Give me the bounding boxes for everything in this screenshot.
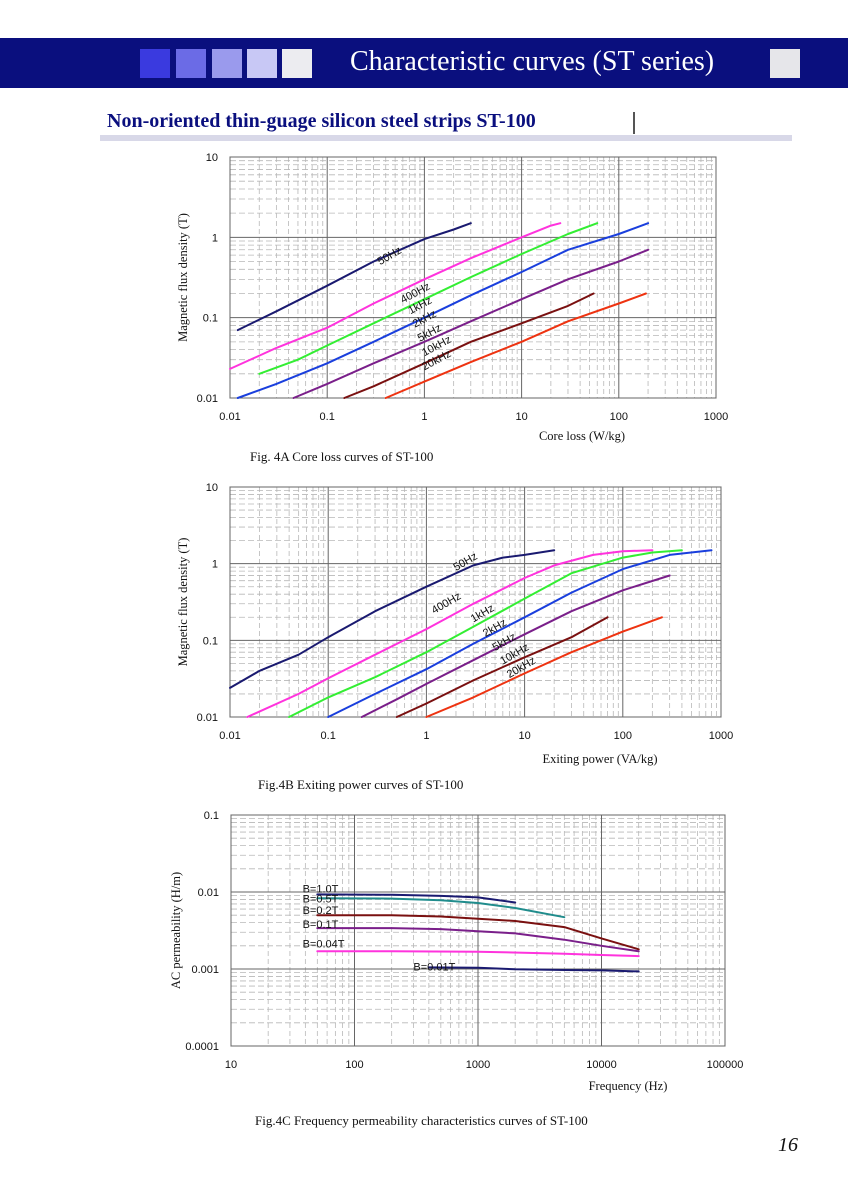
y-tick-label: 0.1	[203, 635, 218, 647]
x-tick-label: 1	[421, 411, 427, 423]
y-tick-label: 1	[212, 559, 218, 571]
series-line-5khz	[360, 574, 671, 718]
x-tick-label: 10	[518, 730, 530, 742]
major-grid	[230, 814, 726, 1047]
series-line-400hz	[246, 549, 654, 718]
x-tick-label: 100	[610, 411, 628, 423]
series-line-2khz	[327, 549, 713, 718]
y-tick-label: 0.0001	[185, 1041, 219, 1053]
series-line-2khz	[236, 222, 650, 399]
section-divider	[633, 112, 635, 134]
caption-fig-4c: Fig.4C Frequency permeability characteri…	[255, 1113, 588, 1128]
decor-square-end	[770, 49, 800, 78]
x-tick-label: 1000	[709, 730, 733, 742]
x-tick-label: 10	[225, 1059, 237, 1071]
x-axis-title: Exiting power (VA/kg)	[542, 752, 657, 766]
series-line-b-0-1t	[316, 927, 640, 953]
curve-label: B=0.2T	[303, 905, 339, 917]
caption-fig-4b: Fig.4B Exiting power curves of ST-100	[258, 777, 464, 792]
series-line-b-0-01t	[427, 966, 640, 973]
x-tick-label: 100	[614, 730, 632, 742]
decor-square-5	[282, 49, 312, 78]
series-line-b-0-5t	[316, 897, 566, 919]
minor-grid	[230, 487, 721, 717]
series-line-20khz	[425, 616, 663, 718]
section-title: Non-oriented thin-guage silicon steel st…	[107, 110, 536, 132]
series-group	[316, 893, 640, 973]
y-tick-label: 10	[206, 152, 218, 164]
header-banner: Characteristic curves (ST series)	[0, 38, 848, 88]
x-axis-title: Core loss (W/kg)	[539, 429, 625, 443]
y-tick-label: 0.01	[198, 887, 219, 899]
series-line-400hz	[229, 222, 562, 370]
curve-label: B=1.0T	[303, 884, 339, 896]
curve-label: B=0.01T	[413, 961, 455, 973]
series-line-b-0-2t	[316, 914, 640, 951]
series-line-5khz	[292, 248, 650, 399]
series-line-50hz	[236, 222, 472, 332]
series-group	[229, 222, 650, 399]
y-tick-label: 10	[206, 482, 218, 494]
caption-fig-4a: Fig. 4A Core loss curves of ST-100	[250, 449, 434, 464]
page-title: Characteristic curves (ST series)	[350, 46, 715, 77]
series-line-b-1-0t	[316, 893, 517, 904]
major-grid	[229, 156, 717, 399]
y-tick-label: 0.01	[197, 712, 218, 724]
series-line-1khz	[288, 549, 683, 718]
section-rule	[100, 135, 792, 141]
decor-square-2	[176, 49, 206, 78]
y-axis-title: AC permeability (H/m)	[169, 872, 183, 989]
series-line-10khz	[395, 616, 609, 718]
y-tick-label: 0.1	[203, 313, 218, 325]
series-line-b-0-04t	[316, 950, 640, 958]
decor-square-4	[247, 49, 277, 78]
decor-square-1	[140, 49, 170, 78]
series-line-10khz	[343, 292, 595, 399]
x-tick-label: 0.01	[219, 411, 240, 423]
series-line-1khz	[258, 222, 599, 375]
x-axis-title: Frequency (Hz)	[589, 1079, 668, 1093]
x-tick-label: 1	[423, 730, 429, 742]
curve-label: B=0.5T	[303, 894, 339, 906]
y-tick-label: 1	[212, 232, 218, 244]
page-number: 16	[778, 1134, 798, 1156]
x-tick-label: 0.01	[219, 730, 240, 742]
series-group	[229, 549, 713, 718]
x-tick-label: 100	[345, 1059, 363, 1071]
curve-label: B=0.04T	[303, 939, 345, 951]
series-line-50hz	[229, 549, 556, 689]
x-tick-label: 0.1	[321, 730, 336, 742]
curve-label: B=0.1T	[303, 919, 339, 931]
x-tick-label: 0.1	[320, 411, 335, 423]
decor-square-3	[212, 49, 242, 78]
y-tick-label: 0.001	[191, 964, 219, 976]
x-tick-label: 1000	[704, 411, 728, 423]
y-tick-label: 0.1	[204, 810, 219, 822]
y-axis-title: Magnetic flux density (T)	[176, 538, 190, 667]
x-tick-label: 100000	[707, 1059, 744, 1071]
plot-frame	[229, 156, 717, 399]
x-tick-label: 1000	[466, 1059, 490, 1071]
x-tick-label: 10	[515, 411, 527, 423]
y-axis-title: Magnetic flux density (T)	[176, 213, 190, 342]
series-line-20khz	[384, 292, 647, 399]
x-tick-label: 10000	[586, 1059, 617, 1071]
y-tick-label: 0.01	[197, 393, 218, 405]
